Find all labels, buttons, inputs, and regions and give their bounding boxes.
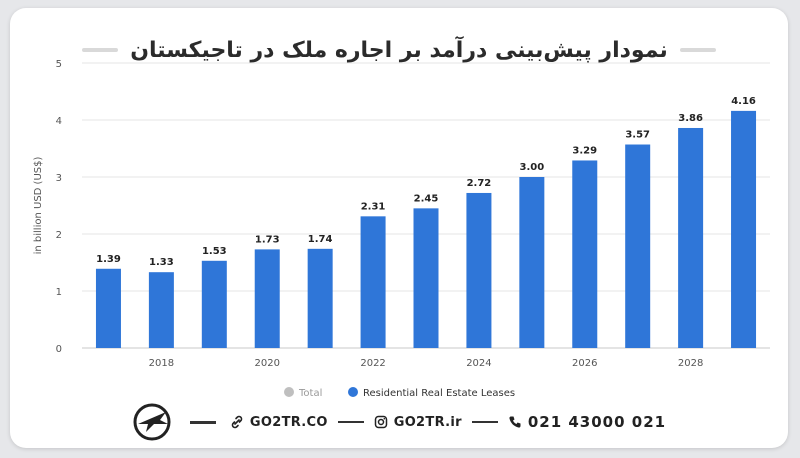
bar-value-label: 3.86 [678,113,703,124]
title-decoration-left [82,48,119,52]
link-icon [230,415,244,429]
bar [519,177,545,348]
legend: Total Residential Real Estate Leases [284,387,515,399]
bar-chart: 0 1 2 3 4 5 in billion USD (US$) 1.39 1.33 1.53 1.… [33,59,770,399]
y-tick-label: 5 [56,59,62,70]
logo-separator [189,420,216,424]
bar [466,192,492,348]
bar [95,268,121,348]
y-tick-label: 1 [56,287,62,298]
phone-number[interactable]: 021 43000 021 [527,413,667,431]
bar-value-label: 3.00 [520,162,545,173]
y-tick-label: 0 [56,344,62,355]
chart-title: نمودار پیش‌بینی درآمد بر اجاره ملک در تا… [130,37,668,63]
chart-card: نمودار پیش‌بینی درآمد بر اجاره ملک در تا… [10,8,788,448]
bar-value-label: 1.74 [308,234,333,245]
y-tick-label: 3 [56,173,62,184]
bar [201,260,227,348]
y-tick-label: 4 [56,116,62,127]
footer-contact-bar: GO2TR.CO GO2TR.ir 021 43000 021 [10,402,788,442]
bar [572,160,598,348]
legend-marker-series [348,387,358,397]
bar-value-label: 4.16 [731,96,756,107]
instagram-icon [374,415,388,429]
bar [413,208,439,348]
bar [254,249,280,348]
bar-value-label: 3.29 [572,145,597,156]
bar [148,272,174,348]
bar-value-label: 2.45 [414,193,439,204]
x-tick-label: 2028 [678,358,703,369]
phone-icon [508,415,522,429]
bar [307,248,333,348]
bar [731,110,757,348]
bar [625,144,651,348]
y-tick-label: 2 [56,230,62,241]
title-decoration-right [679,48,716,52]
bar [678,127,704,348]
bar-value-label: 2.31 [361,201,386,212]
separator [337,421,364,423]
y-axis-label: in billion USD (US$) [33,157,44,255]
bar-value-label: 1.53 [202,246,227,257]
separator [471,421,498,423]
x-tick-label: 2026 [572,358,597,369]
bar [360,216,386,348]
x-tick-label: 2022 [360,358,385,369]
legend-marker-total [284,387,294,397]
bar-value-label: 1.33 [149,257,174,268]
x-tick-label: 2024 [466,358,491,369]
bar-value-label: 3.57 [625,130,650,141]
x-tick-label: 2020 [255,358,280,369]
x-tick-label: 2018 [149,358,174,369]
bar-value-label: 1.39 [96,254,121,265]
bar-value-label: 2.72 [467,178,492,189]
legend-label-total: Total [298,388,322,399]
title-bar: نمودار پیش‌بینی درآمد بر اجاره ملک در تا… [10,30,788,70]
legend-label-series: Residential Real Estate Leases [363,388,515,399]
bar-value-label: 1.73 [255,234,280,245]
website-link[interactable]: GO2TR.CO [249,414,328,430]
go2tr-logo-icon [133,403,171,441]
instagram-handle[interactable]: GO2TR.ir [393,414,462,430]
